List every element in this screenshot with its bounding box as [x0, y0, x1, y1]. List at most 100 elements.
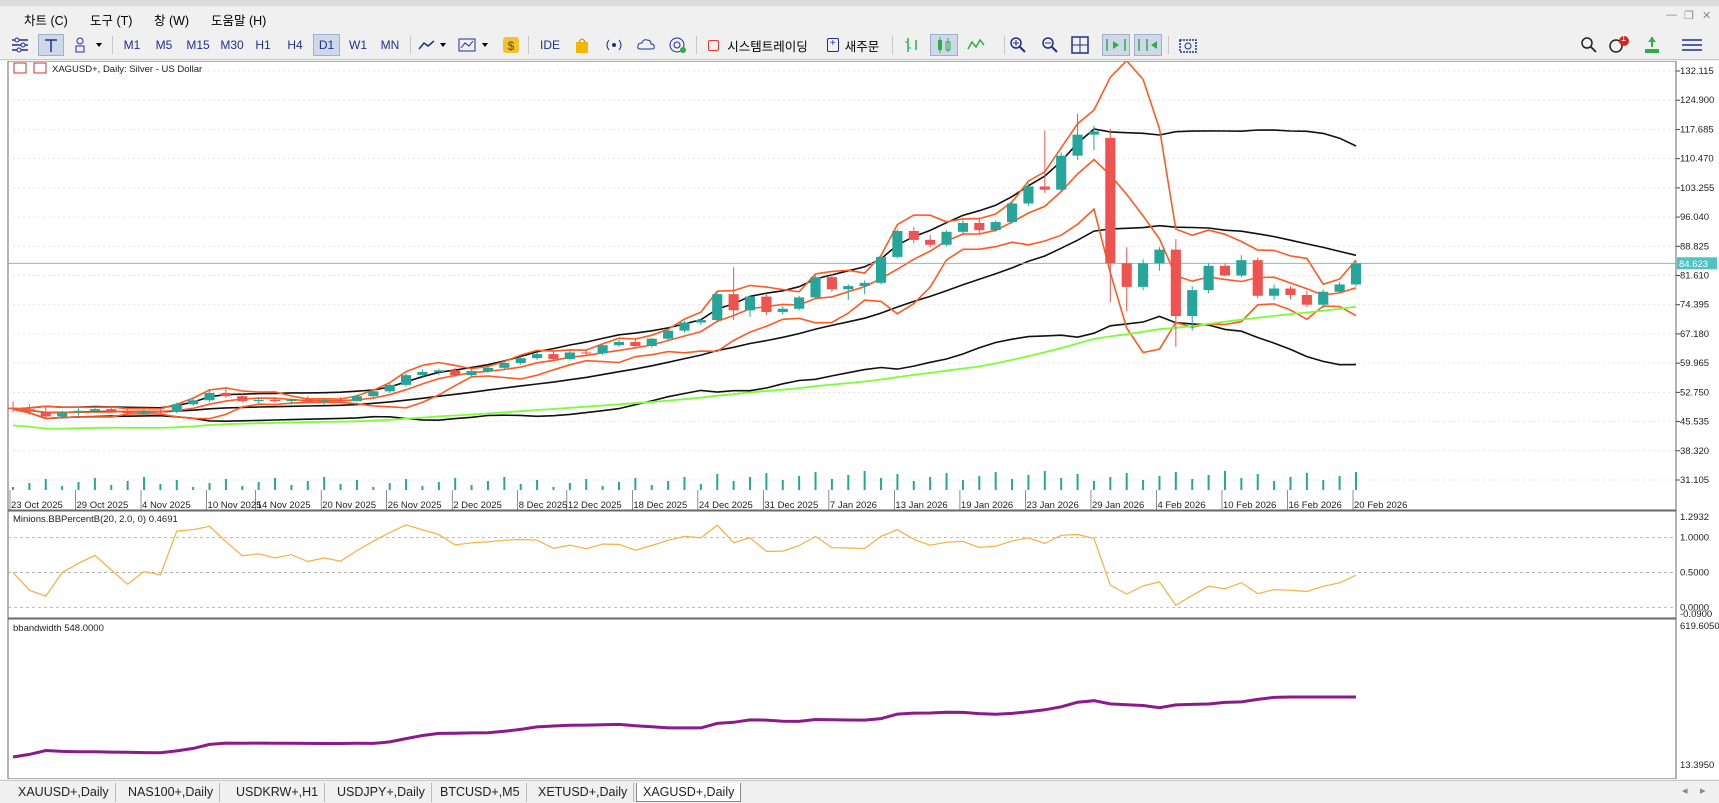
zoom-out-icon[interactable]: [1038, 34, 1062, 56]
grid-icon[interactable]: [1068, 34, 1092, 56]
chart-type-dropdown-icon[interactable]: [416, 34, 450, 56]
line-chart-icon[interactable]: [964, 34, 988, 56]
candle-bull: [319, 400, 330, 402]
candle-bull: [1006, 203, 1018, 223]
volume-bar: [536, 480, 539, 490]
volume-bar: [175, 480, 178, 490]
dollar-icon[interactable]: $: [500, 34, 522, 56]
volume-bar: [1207, 475, 1210, 490]
tf-m15[interactable]: M15: [186, 38, 210, 52]
new-order-icon: +: [826, 38, 839, 52]
volume-bar: [1174, 472, 1177, 490]
chart-properties-icon[interactable]: [1672, 34, 1712, 56]
volume-bar: [454, 478, 457, 490]
volume-bar: [224, 479, 227, 490]
menu-help[interactable]: 도움말 (H): [211, 14, 267, 28]
tab-usdkrw[interactable]: USDKRW+,H1: [230, 783, 326, 802]
tf-mn[interactable]: MN: [380, 38, 400, 52]
indicators-dropdown-icon[interactable]: [456, 34, 492, 56]
tab-usdjpy[interactable]: USDJPY+,Daily: [331, 783, 432, 802]
bar-chart-icon[interactable]: [900, 34, 924, 56]
tab-btcusd[interactable]: BTCUSD+,M5: [434, 783, 527, 802]
candle-bear: [1121, 263, 1132, 287]
chart-settings-icon[interactable]: [8, 34, 32, 56]
menu-chart[interactable]: 차트 (C): [24, 14, 68, 28]
tf-w1[interactable]: W1: [349, 38, 367, 52]
candle-bear: [335, 400, 346, 402]
candle-bull: [859, 282, 870, 287]
volume-bar: [470, 485, 473, 490]
tab-xetusd[interactable]: XETUSD+,Daily: [532, 783, 635, 802]
tf-m1[interactable]: M1: [123, 38, 141, 52]
minimize-icon[interactable]: —: [1666, 9, 1677, 21]
screenshot-icon[interactable]: [1176, 34, 1200, 56]
volume-bar: [306, 481, 309, 490]
candle-bull: [1138, 263, 1149, 287]
percentb-axis-label: 1.0000: [1680, 533, 1709, 544]
price-axis-label: 45.535: [1680, 417, 1709, 428]
menu-tools[interactable]: 도구 (T): [90, 14, 133, 28]
candle-bull: [499, 363, 510, 368]
date-axis-label: 20 Feb 2026: [1354, 500, 1407, 511]
objects-dropdown-icon[interactable]: [72, 34, 106, 56]
restore-icon[interactable]: ❐: [1684, 10, 1694, 22]
tab-xauusd[interactable]: XAUUSD+,Daily: [12, 783, 116, 802]
market-icon[interactable]: [570, 34, 594, 56]
candle-bull: [73, 410, 84, 413]
percentb-indicator-label: Minions.BBPercentB(20, 2.0, 0) 0.4691: [13, 514, 178, 525]
volume-bar: [339, 484, 342, 490]
candle-bull: [990, 222, 1001, 231]
menu-window[interactable]: 창 (W): [154, 14, 190, 28]
tf-h4[interactable]: H4: [287, 38, 303, 52]
candle-bull: [892, 231, 903, 257]
vps-icon[interactable]: [666, 34, 690, 56]
tf-m5[interactable]: M5: [155, 38, 173, 52]
tab-nas100[interactable]: NAS100+,Daily: [122, 783, 221, 802]
crosshair-tool-icon[interactable]: [38, 34, 64, 56]
date-axis-label: 8 Dec 2025: [519, 500, 568, 511]
volume-bar: [814, 472, 817, 490]
chart-canvas[interactable]: 132.115 124.900 117.685 110.470 103.255 96.04…: [0, 59, 1719, 780]
candle-bear: [1039, 186, 1050, 190]
candle-bull: [466, 371, 477, 376]
volume-bar: [798, 476, 801, 490]
volume-bar: [1355, 472, 1357, 490]
autoscroll-icon[interactable]: [1102, 34, 1130, 56]
search-icon[interactable]: [1578, 34, 1600, 56]
date-axis-label: 23 Oct 2025: [11, 500, 63, 511]
bb-inner-middle-line: [12, 158, 1357, 414]
candle-bear: [630, 341, 641, 346]
tf-m30[interactable]: M30: [220, 38, 244, 52]
notifications-icon[interactable]: 1: [1606, 33, 1632, 56]
tabs-scroll-left-icon[interactable]: ◂: [1682, 785, 1688, 797]
volume-bar: [159, 484, 162, 490]
chart-shift-icon[interactable]: [1134, 34, 1162, 56]
signals-icon[interactable]: [602, 34, 626, 56]
tab-xagusd[interactable]: XAGUSD+,Daily: [636, 783, 742, 802]
signal-strength-icon[interactable]: [1640, 34, 1664, 56]
candle-bear: [1285, 288, 1296, 295]
price-axis-label: 132.115: [1680, 66, 1714, 77]
tf-d1[interactable]: D1: [313, 34, 340, 56]
tf-h1[interactable]: H1: [255, 38, 271, 52]
volume-bar: [503, 477, 506, 490]
candle-bull: [613, 341, 625, 346]
volume-bar: [28, 483, 31, 490]
volume-bar: [1092, 481, 1095, 490]
candle-bull: [564, 352, 575, 359]
close-icon[interactable]: ✕: [1702, 10, 1712, 22]
new-order-button[interactable]: + 새주문: [822, 34, 884, 56]
tabs-scroll-right-icon[interactable]: ▸: [1700, 785, 1706, 797]
ide-button[interactable]: IDE: [539, 38, 560, 52]
algo-trading-button[interactable]: 시스템트레이딩: [702, 34, 814, 56]
bandwidth-axis-label: 619.6050: [1680, 621, 1719, 632]
candle-bull: [957, 222, 969, 232]
candle-chart-icon[interactable]: [930, 34, 958, 56]
volume-bar: [1011, 479, 1014, 490]
cloud-icon[interactable]: [634, 34, 658, 56]
chart-window[interactable]: 132.115 124.900 117.685 110.470 103.255 96.04…: [0, 59, 1719, 780]
chart-menu-icon: [13, 62, 27, 74]
toolbar: M1 M5 M15 M30 H1 H4 D1 W1 MN $ IDE 시스템트레…: [0, 30, 1719, 60]
zoom-in-icon[interactable]: [1006, 34, 1030, 56]
candle-bear: [1219, 265, 1231, 276]
